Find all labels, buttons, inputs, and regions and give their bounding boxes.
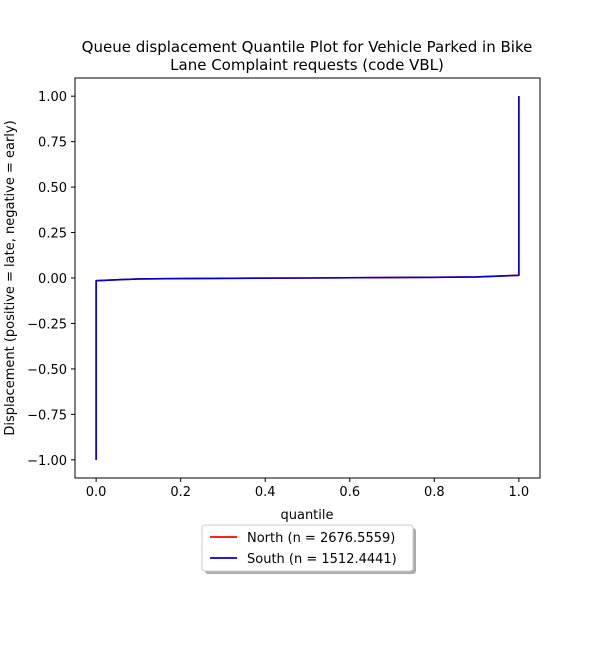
y-tick-label: 0.25 xyxy=(38,227,67,242)
y-tick-label: 1.00 xyxy=(38,90,67,105)
x-tick-label: 0.2 xyxy=(170,485,191,500)
y-tick-label: 0.75 xyxy=(38,136,67,151)
x-axis-label: quantile xyxy=(280,508,333,523)
x-tick-label: 0.6 xyxy=(339,485,360,500)
legend: North (n = 2676.5559) South (n = 1512.444… xyxy=(201,524,416,574)
x-tick-label: 1.0 xyxy=(509,485,530,500)
data-series xyxy=(95,96,520,460)
x-tick-label: 0.4 xyxy=(255,485,276,500)
chart-title: Queue displacement Quantile Plot for Veh… xyxy=(82,38,533,74)
y-tick-label: −0.50 xyxy=(27,363,67,378)
x-tick-label: 0.0 xyxy=(86,485,107,500)
y-tick-label: −0.75 xyxy=(27,408,67,423)
legend-label: South (n = 1512.4441) xyxy=(247,552,397,567)
y-tick-label: −1.00 xyxy=(27,454,67,469)
legend-box xyxy=(201,524,414,572)
x-axis-ticks: 0.0 0.2 0.4 0.6 0.8 1.0 xyxy=(86,478,529,500)
y-axis-ticks: −1.00 −0.75 −0.50 −0.25 0.00 0.25 0.50 0.75 1.00 xyxy=(27,90,75,469)
series-line-south xyxy=(95,96,520,460)
y-tick-label: 0.50 xyxy=(38,181,67,196)
y-tick-label: 0.00 xyxy=(38,272,67,287)
x-tick-label: 0.8 xyxy=(424,485,445,500)
legend-label: North (n = 2676.5559) xyxy=(247,531,395,546)
y-tick-label: −0.25 xyxy=(27,317,67,332)
chart-title-line-2: Lane Complaint requests (code VBL) xyxy=(170,56,444,74)
chart-title-line-1: Queue displacement Quantile Plot for Veh… xyxy=(82,38,533,56)
y-axis-label: Displacement (positive = late, negative … xyxy=(3,120,18,435)
